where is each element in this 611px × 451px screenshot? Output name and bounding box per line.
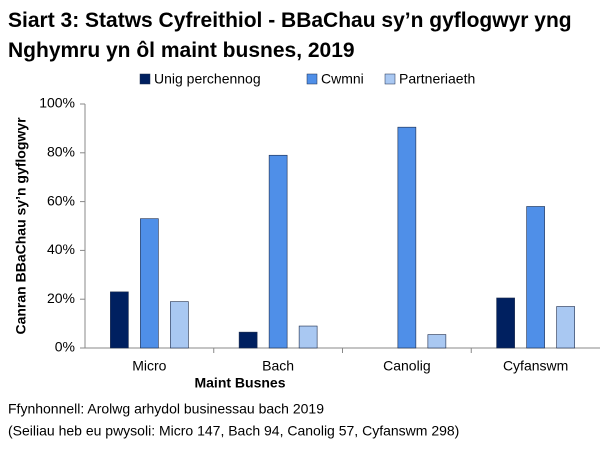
bar: [298, 325, 318, 349]
x-tick-label: Bach: [262, 358, 294, 374]
x-tick-label: Cyfanswm: [503, 358, 568, 374]
x-tick-label: Micro: [132, 358, 166, 374]
y-tick-label: 20%: [47, 290, 75, 306]
y-tick-label: 40%: [47, 241, 75, 257]
legend-swatch: [139, 73, 151, 85]
bar: [556, 306, 575, 349]
bar: [110, 291, 129, 349]
bar: [268, 154, 288, 349]
note: (Seiliau heb eu pwysoli: Micro 147, Bach…: [8, 423, 459, 439]
y-tick-label: 60%: [47, 192, 75, 208]
bar: [427, 334, 447, 349]
source: Ffynhonnell: Arolwg arhydol businessau b…: [8, 401, 324, 417]
bar: [170, 301, 189, 349]
legend-label: Cwmni: [321, 71, 364, 87]
legend-swatch: [384, 73, 396, 85]
bar: [140, 218, 159, 349]
x-tick-label: Canolig: [383, 358, 430, 374]
y-tick-label: 80%: [47, 144, 75, 160]
chart-title: Siart 3: Statws Cyfreithiol - BBaChau sy…: [8, 9, 572, 62]
y-tick-label: 100%: [39, 95, 75, 111]
y-tick-label: 0%: [55, 339, 75, 355]
bar: [496, 297, 515, 349]
bar: [526, 206, 545, 349]
x-axis-label: Maint Busnes: [194, 375, 285, 391]
bar: [238, 331, 258, 349]
legend-label: Unig perchennog: [154, 71, 261, 87]
bar: [397, 126, 417, 349]
legend-swatch: [306, 73, 318, 85]
legend-label: Partneriaeth: [399, 71, 475, 87]
y-axis-label: Canran BBaChau sy’n gyflogwyr: [13, 117, 29, 335]
